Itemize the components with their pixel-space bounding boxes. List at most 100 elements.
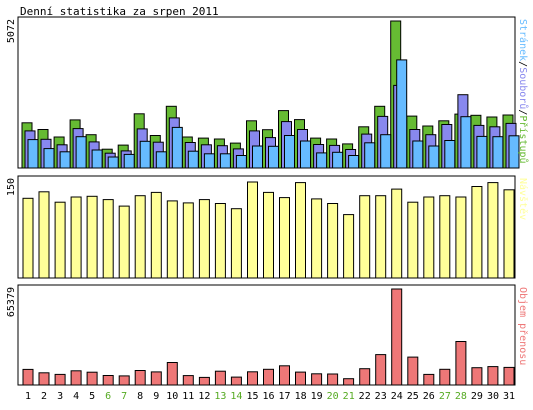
x-tick-label-8: 8 [137,391,143,402]
bar-hits-Stránek-1 [27,139,39,169]
bar-kbytes-Objem přenosu-21 [343,378,355,386]
bar-hits-Stránek-27 [444,140,456,169]
bar-hits-Stránek-13 [219,153,231,169]
x-tick-label-1: 1 [25,391,31,402]
bar-hits-Stránek-6 [107,156,119,169]
bar-kbytes-Objem přenosu-26 [423,373,435,386]
bar-visits-Návštěv-7 [118,205,130,279]
bar-visits-Návštěv-30 [487,182,499,279]
bar-visits-Návštěv-12 [198,199,210,279]
x-tick-label-19: 19 [311,391,323,402]
bar-kbytes-Objem přenosu-30 [487,366,499,386]
panel-hits: 5072 Stránek/Souborů/Přístupů [6,16,529,169]
bar-kbytes-Objem přenosu-25 [407,356,419,386]
bar-hits-Stránek-21 [348,155,360,169]
x-tick-label-2: 2 [41,391,47,402]
x-tick-label-31: 31 [503,391,515,402]
x-tick-label-18: 18 [295,391,307,402]
bar-hits-Stránek-23 [380,134,392,169]
x-tick-label-9: 9 [153,391,159,402]
x-tick-label-22: 22 [359,391,371,402]
legend-entry-Stránek: Stránek [517,19,529,61]
bar-kbytes-Objem přenosu-3 [54,373,66,386]
bar-kbytes-Objem přenosu-19 [311,373,323,386]
bar-kbytes-Objem přenosu-27 [439,368,451,386]
bar-visits-Návštěv-23 [375,195,387,279]
bar-hits-Stránek-5 [91,149,103,169]
bar-visits-Návštěv-24 [391,188,403,279]
bar-hits-Stránek-25 [412,140,424,169]
bar-visits-Návštěv-18 [295,182,306,279]
bar-visits-Návštěv-11 [182,202,194,279]
bar-visits-Návštěv-8 [134,195,146,279]
bar-kbytes-Objem přenosu-9 [150,371,162,386]
bar-hits-Stránek-20 [332,151,344,169]
bar-visits-Návštěv-29 [471,186,483,279]
x-tick-label-12: 12 [198,391,210,402]
bar-kbytes-Objem přenosu-16 [263,368,274,386]
legend-entry-Objem přenosu: Objem přenosu [517,287,529,365]
bar-visits-Návštěv-31 [503,189,515,279]
bar-kbytes-Objem přenosu-11 [182,375,194,386]
x-tick-label-24: 24 [391,391,403,402]
bar-visits-Návštěv-15 [247,181,258,279]
legend-entry-Souborů: Souborů [517,67,529,109]
x-tick-label-26: 26 [423,391,435,402]
legend-kbytes: Objem přenosu [517,287,529,365]
bar-kbytes-Objem přenosu-24 [391,288,403,386]
bar-hits-Stránek-9 [155,151,167,169]
bar-kbytes-Objem přenosu-5 [86,371,98,386]
legend-visits: Návštěv [517,178,529,220]
bar-hits-Stránek-19 [316,152,328,169]
y-max-label-hits: 5072 [6,19,17,43]
bar-visits-Návštěv-2 [38,191,50,279]
bar-kbytes-Objem přenosu-28 [455,341,467,386]
bar-visits-Návštěv-28 [455,196,467,279]
panel-kbytes: 65379 Objem přenosu [6,284,529,386]
bar-visits-Návštěv-5 [86,195,98,279]
bar-kbytes-Objem přenosu-29 [471,367,483,386]
y-max-label-kbytes: 65379 [6,287,17,317]
x-tick-label-27: 27 [439,391,451,402]
bar-kbytes-Objem přenosu-22 [359,368,371,386]
bar-hits-Stránek-2 [43,148,55,169]
bar-hits-Stránek-15 [252,145,263,169]
chart-title: Denní statistika za srpen 2011 [20,5,219,18]
bar-kbytes-Objem přenosu-15 [247,371,258,386]
x-tick-label-6: 6 [105,391,111,402]
bar-hits-Stránek-30 [492,136,504,169]
bar-hits-Stránek-22 [364,142,376,169]
bar-hits-Stránek-16 [268,145,279,169]
bar-visits-Návštěv-14 [230,208,242,279]
bar-visits-Návštěv-17 [279,197,290,279]
bar-kbytes-Objem přenosu-13 [214,370,226,386]
x-tick-label-3: 3 [57,391,63,402]
bar-hits-Stránek-29 [476,135,488,169]
bar-visits-Návštěv-20 [327,203,339,279]
bar-hits-Stránek-7 [123,153,135,169]
panel-visits: 150 Návštěv [6,175,529,279]
bar-visits-Návštěv-16 [263,191,274,279]
bar-visits-Návštěv-1 [22,197,34,279]
bar-visits-Návštěv-9 [150,191,162,279]
bar-visits-Návštěv-26 [423,196,435,279]
x-tick-label-11: 11 [182,391,194,402]
bar-kbytes-Objem přenosu-6 [102,375,114,386]
bar-kbytes-Objem přenosu-10 [166,362,178,386]
bar-kbytes-Objem přenosu-18 [295,371,306,386]
bar-hits-Stránek-12 [203,153,215,169]
x-tick-label-17: 17 [278,391,290,402]
x-tick-label-20: 20 [327,391,339,402]
bar-visits-Návštěv-21 [343,214,355,279]
bar-visits-Návštěv-6 [102,199,114,279]
bar-hits-Stránek-24 [396,59,408,169]
bar-visits-Návštěv-4 [70,196,82,279]
panel-frame [17,284,516,386]
bar-kbytes-Objem přenosu-23 [375,354,387,386]
x-tick-label-16: 16 [262,391,274,402]
x-tick-label-10: 10 [166,391,178,402]
x-tick-label-7: 7 [121,391,127,402]
legend-hits: Stránek/Souborů/Přístupů [517,19,529,164]
bar-visits-Návštěv-25 [407,201,419,279]
